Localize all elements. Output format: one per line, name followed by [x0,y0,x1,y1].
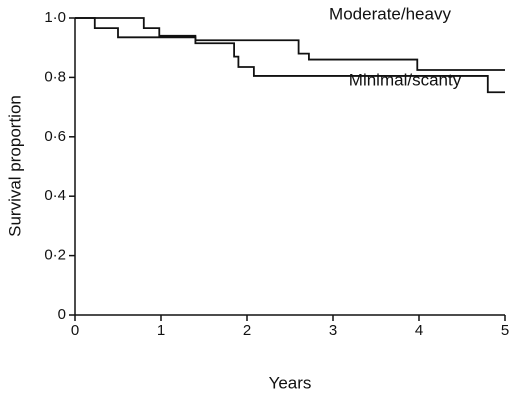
y-tick-label: 0·2 [44,247,66,264]
x-tick-label: 5 [501,322,509,339]
x-tick-label: 3 [329,322,337,339]
annotation: Minimal/scanty [349,70,462,89]
x-axis-label: Years [269,373,312,392]
y-tick-label: 0·8 [44,68,66,85]
y-axis-label: Survival proportion [5,95,24,237]
x-tick-label: 0 [71,322,79,339]
survival-curve [75,17,505,71]
y-tick-label: 0 [58,306,66,323]
annotation: Moderate/heavy [329,4,451,23]
x-tick-label: 4 [415,322,423,339]
x-tick-label: 1 [157,322,165,339]
y-tick-label: 1·0 [44,9,66,26]
survival-curve [75,17,505,94]
y-tick-label: 0·6 [44,128,66,145]
x-tick-label: 2 [243,322,251,339]
y-tick-label: 0·4 [44,187,66,204]
